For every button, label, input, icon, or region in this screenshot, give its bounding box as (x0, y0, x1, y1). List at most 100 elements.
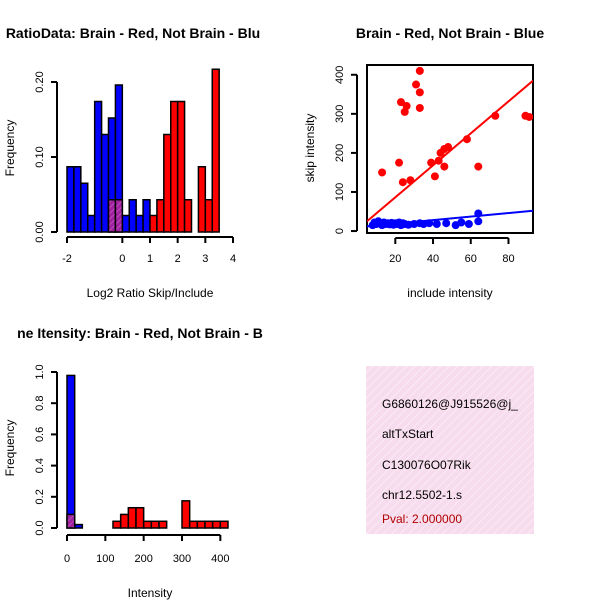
x-tick-label: 0 (119, 253, 125, 265)
scatter-point-brain (491, 111, 500, 120)
histogram-bar-brain (163, 133, 172, 233)
ratio-histogram-xlabel: Log2 Ratio Skip/Include (87, 286, 214, 300)
histogram-bar-brain (197, 166, 207, 233)
scatter-point-brain (462, 135, 471, 144)
scatter-point-brain (444, 143, 453, 152)
ratio-histogram-bars (66, 68, 220, 233)
y-tick-label: 300 (334, 105, 346, 123)
intensity-scatter-plot-box (366, 64, 534, 234)
histogram-bar-not-brain (80, 182, 89, 233)
histogram-bar-not-brain (93, 100, 103, 233)
scatter-point-not-brain (425, 219, 434, 228)
histogram-bar-brain (204, 520, 214, 529)
histogram-bar-not-brain (142, 199, 151, 233)
scatter-point-brain (412, 80, 421, 89)
info-line-locus: chr12.5502-1.s (382, 488, 462, 502)
scatter-point-brain (406, 176, 415, 185)
x-tick-label: -2 (62, 253, 72, 265)
scatter-point-brain (378, 168, 387, 177)
histogram-bar-brain (183, 199, 193, 233)
info-pval: Pval: 2.000000 (382, 512, 462, 526)
intensity-histogram: ne Itensity: Brain - Red, Not Brain - B … (3, 325, 263, 600)
histogram-bar-brain (176, 100, 186, 233)
scatter-point-brain (434, 156, 443, 165)
info-line-gene-name: C130076O07Rik (382, 458, 472, 472)
y-tick-label: 1.0 (34, 364, 46, 379)
intensity-histogram-ylabel: Frequency (3, 420, 17, 477)
scatter-point-brain (440, 162, 449, 171)
x-tick-label: 80 (502, 253, 514, 265)
intensity-scatter: Brain - Red, Not Brain - Blue include in… (303, 25, 544, 300)
x-tick-label: 300 (173, 553, 191, 565)
histogram-bar-brain (204, 199, 213, 233)
scatter-point-brain (402, 102, 411, 111)
intensity-histogram-bars (66, 374, 229, 529)
scatter-point-not-brain (442, 219, 451, 228)
scatter-point-brain (398, 178, 407, 187)
scatter-clip-group (367, 66, 533, 230)
x-tick-label: 400 (211, 553, 229, 565)
scatter-point-not-brain (432, 220, 441, 229)
fit-line-brain (367, 79, 533, 223)
scatter-point-brain (396, 98, 405, 107)
scatter-point-not-brain (474, 209, 483, 218)
histogram-bar-overlap (114, 199, 124, 233)
info-panel: G6860126@J915526@j_ altTxStart C130076O0… (366, 366, 534, 534)
histogram-bar-brain (170, 100, 179, 233)
y-tick-label: 0.0 (34, 520, 46, 535)
scatter-point-not-brain (464, 220, 473, 229)
histogram-bar-overlap (66, 513, 76, 529)
intensity-scatter-ylabel: skip intensity (303, 114, 317, 183)
intensity-scatter-xlabel: include intensity (407, 286, 492, 300)
histogram-bar-brain (112, 520, 122, 529)
x-tick-label: 2 (175, 253, 181, 265)
scatter-point-not-brain (474, 217, 483, 226)
y-tick-label: 0.00 (34, 221, 46, 242)
histogram-bar-not-brain (73, 166, 82, 233)
scatter-point-brain (415, 66, 424, 75)
y-tick-label: 100 (334, 183, 346, 201)
histogram-bar-not-brain (128, 199, 137, 233)
histogram-bar-brain (158, 520, 168, 529)
scatter-point-brain (395, 158, 404, 167)
x-tick-label: 3 (202, 253, 208, 265)
histogram-bar-brain (196, 520, 206, 529)
intensity-histogram-xlabel: Intensity (128, 586, 173, 600)
info-line-transcript-id: G6860126@J915526@j_ (382, 397, 518, 411)
histogram-bar-not-brain (66, 166, 75, 233)
scatter-point-brain (415, 88, 424, 97)
histogram-bar-brain (119, 513, 130, 529)
intensity-scatter-title: Brain - Red, Not Brain - Blue (356, 25, 544, 41)
intensity-histogram-title: ne Itensity: Brain - Red, Not Brain - B (17, 325, 263, 341)
x-tick-label: 100 (96, 553, 114, 565)
histogram-bar-brain (150, 520, 160, 529)
intensity-scatter-axes: 20 40 60 80 0 100 200 300 400 (334, 66, 515, 265)
x-tick-label: 40 (427, 253, 439, 265)
histogram-bar-brain (188, 520, 199, 529)
y-tick-label: 0.20 (34, 71, 46, 92)
scatter-point-brain (430, 172, 439, 181)
histogram-bar-brain (127, 506, 137, 529)
scatter-point-brain (427, 158, 436, 167)
y-tick-label: 0 (334, 228, 346, 234)
histogram-bar-brain (149, 214, 158, 233)
scatter-point-not-brain (457, 218, 466, 227)
ratio-histogram-axes: -2 0 1 2 3 4 0.00 0.10 0.20 (34, 71, 236, 265)
x-tick-label: 0 (64, 553, 70, 565)
y-tick-label: 0.10 (34, 146, 46, 167)
y-tick-label: 0.2 (34, 489, 46, 504)
y-tick-label: 0.8 (34, 396, 46, 411)
histogram-bar-not-brain (66, 374, 76, 529)
info-panel-background (366, 366, 534, 534)
histogram-bar-brain (142, 520, 153, 529)
scatter-point-brain (525, 112, 533, 121)
x-tick-label: 4 (230, 253, 236, 265)
intensity-histogram-axes: 0 100 200 300 400 0.0 0.2 0.4 0.6 0.8 1.0 (34, 364, 230, 565)
x-tick-label: 20 (389, 253, 401, 265)
histogram-bar-not-brain (100, 133, 110, 233)
ratio-histogram-title: RatioData: Brain - Red, Not Brain - Blu (6, 25, 260, 41)
x-tick-label: 1 (147, 253, 153, 265)
scatter-point-brain (415, 103, 424, 112)
intensity-scatter-marks (367, 66, 533, 230)
